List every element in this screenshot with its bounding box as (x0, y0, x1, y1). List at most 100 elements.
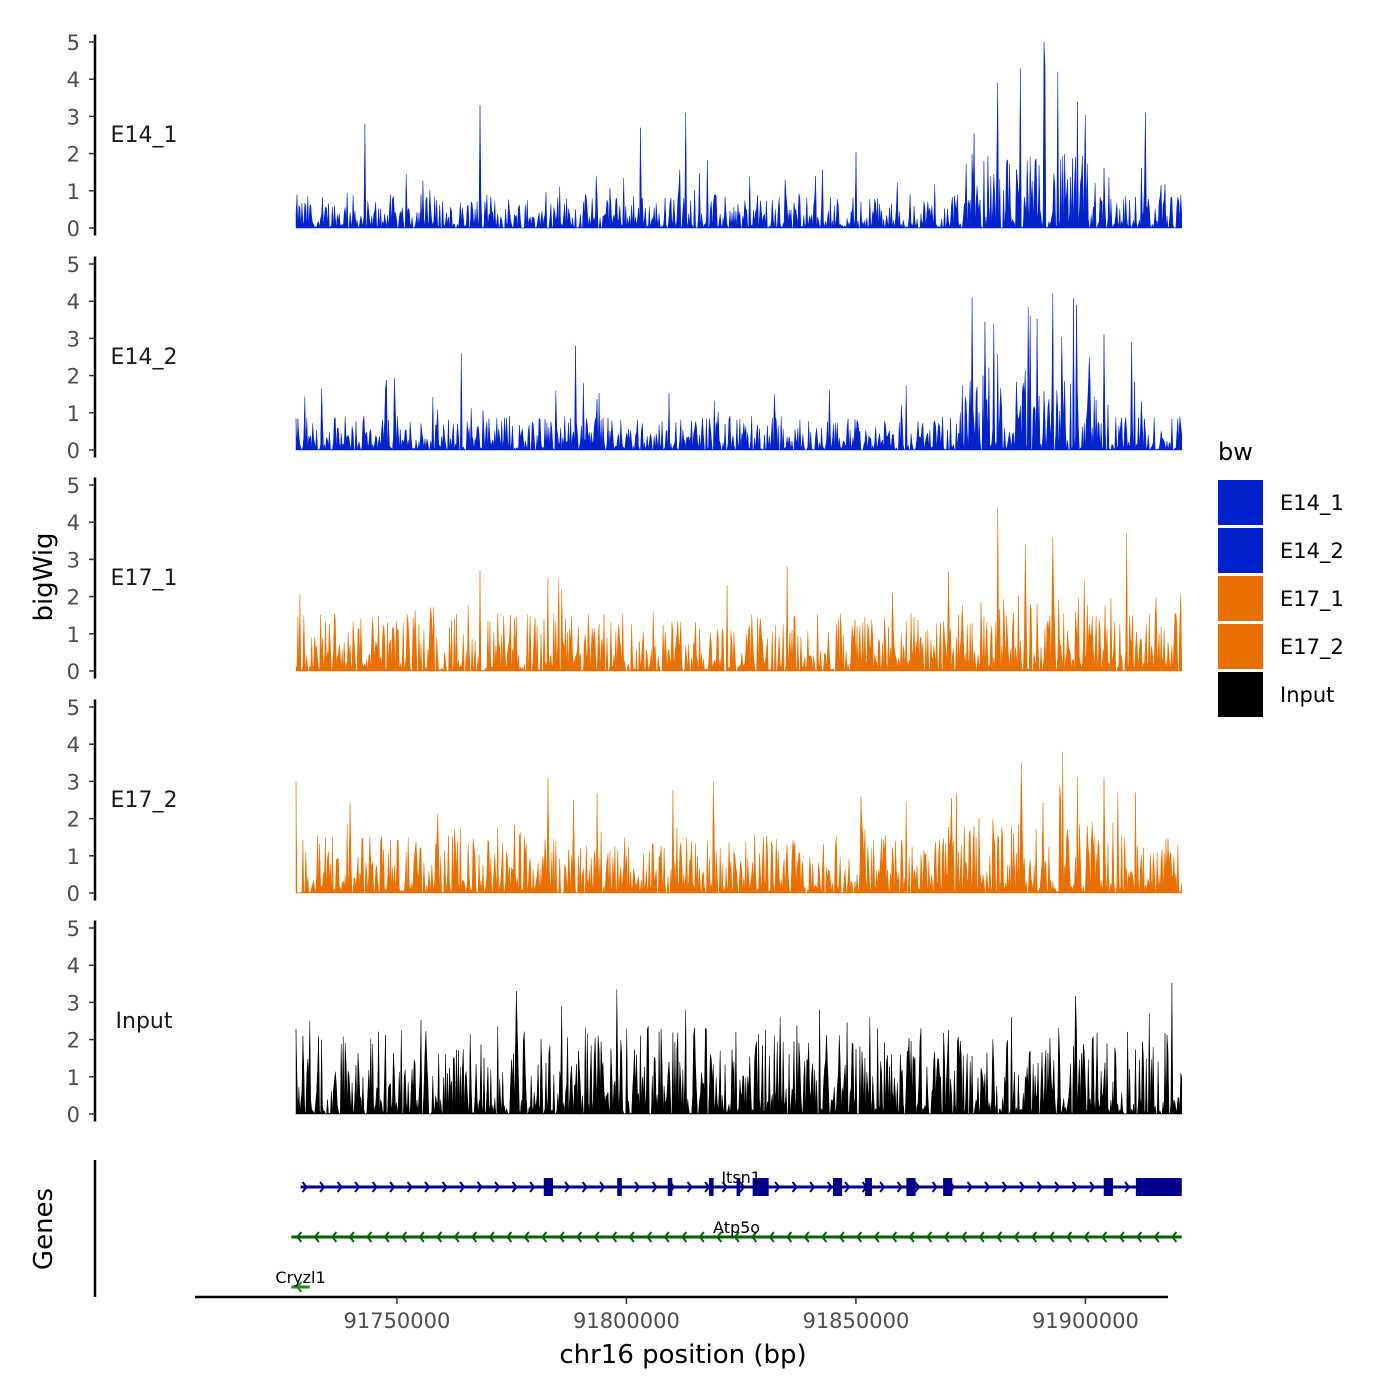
strand-arrow (978, 1231, 985, 1243)
strand-arrow (424, 1181, 431, 1193)
y-tick-label: 3 (67, 991, 80, 1015)
gene-Itsn1: Itsn1 (300, 1168, 1182, 1196)
strand-arrow (1001, 1181, 1008, 1193)
y-tick-label: 1 (67, 845, 80, 869)
strand-arrow (336, 1181, 343, 1193)
y-tick-label: 4 (67, 511, 80, 535)
y-tick-label: 1 (67, 1066, 80, 1090)
strand-arrow (301, 1181, 308, 1193)
strand-arrow (984, 1181, 991, 1193)
strand-arrow (821, 1231, 828, 1243)
strand-arrow (1036, 1181, 1043, 1193)
track-label: Input (116, 1009, 173, 1034)
strand-arrow (681, 1231, 688, 1243)
strand-arrow (716, 1231, 723, 1243)
y-axis-title: bigWig (29, 532, 59, 621)
legend-swatch (1218, 528, 1263, 573)
strand-arrow (1019, 1181, 1026, 1193)
gene-name: Atp5o (713, 1218, 760, 1237)
strand-arrow (721, 1181, 728, 1193)
strand-arrow (401, 1231, 408, 1243)
strand-arrow (296, 1231, 303, 1243)
track-label: E17_1 (111, 566, 178, 591)
strand-arrow (966, 1181, 973, 1193)
strand-arrow (996, 1231, 1003, 1243)
strand-arrow (441, 1181, 448, 1193)
exon (1103, 1178, 1113, 1196)
strand-arrow (506, 1231, 513, 1243)
exon (736, 1178, 741, 1196)
y-tick-label: 0 (67, 217, 80, 241)
y-tick-label: 3 (67, 548, 80, 572)
y-tick-label: 2 (67, 143, 80, 167)
strand-arrow (1071, 1181, 1078, 1193)
strand-arrow (1048, 1231, 1055, 1243)
y-tick-label: 3 (67, 327, 80, 351)
strand-arrow (331, 1231, 338, 1243)
strand-arrow (523, 1231, 530, 1243)
strand-arrow (1101, 1231, 1108, 1243)
strand-arrow (581, 1181, 588, 1193)
strand-arrow (961, 1231, 968, 1243)
exon (1135, 1178, 1143, 1196)
legend-swatch (1218, 672, 1263, 717)
gene-Cryzl1: Cryzl1 (275, 1268, 326, 1293)
exon (832, 1178, 843, 1196)
strand-arrow (891, 1231, 898, 1243)
strand-arrow (313, 1231, 320, 1243)
y-tick-label: 0 (67, 660, 80, 684)
legend: bw E14_1 E14_2 E17_1 E17_2 Input (1218, 438, 1344, 717)
y-tick-label: 1 (67, 402, 80, 426)
exon (543, 1178, 553, 1196)
strand-arrow (651, 1181, 658, 1193)
legend-swatch (1218, 480, 1263, 525)
strand-arrow (791, 1181, 798, 1193)
strand-arrow (914, 1181, 921, 1193)
y-tick-label: 5 (67, 253, 80, 277)
bigwig-tracks: 0 1 2 3 4 5 E14_1 0 1 2 3 4 5 E14_2 0 1 2 3 4 5 E17_1 0 1 2 3 4 5 E… (67, 31, 1183, 1127)
y-tick-label: 2 (67, 365, 80, 389)
strand-arrow (599, 1181, 606, 1193)
strand-arrow (459, 1181, 466, 1193)
strand-arrow (751, 1231, 758, 1243)
strand-arrow (1066, 1231, 1073, 1243)
strand-arrow (541, 1231, 548, 1243)
strand-arrow (1153, 1231, 1160, 1243)
y-tick-label: 0 (67, 882, 80, 906)
strand-arrow (511, 1181, 518, 1193)
strand-arrow (943, 1231, 950, 1243)
x-axis-title: chr16 position (bp) (559, 1340, 806, 1370)
y-tick-label: 0 (67, 1103, 80, 1127)
strand-arrow (488, 1231, 495, 1243)
exon (865, 1178, 872, 1196)
legend-label: Input (1280, 683, 1334, 707)
strand-arrow (366, 1231, 373, 1243)
exon (667, 1178, 673, 1196)
strand-arrow (471, 1231, 478, 1243)
strand-arrow (476, 1181, 483, 1193)
strand-arrow (529, 1181, 536, 1193)
legend-title: bw (1218, 438, 1253, 466)
strand-arrow (809, 1181, 816, 1193)
exon (1142, 1178, 1182, 1196)
exon (943, 1178, 953, 1196)
strand-arrow (436, 1231, 443, 1243)
strand-arrow (1089, 1181, 1096, 1193)
strand-arrow (838, 1231, 845, 1243)
strand-arrow (826, 1181, 833, 1193)
x-axis: 91750000 91800000 91850000 91900000 (195, 1295, 1168, 1333)
signal-area (295, 751, 1183, 894)
y-tick-label: 4 (67, 68, 80, 92)
track-label: E14_1 (111, 123, 178, 148)
strand-arrow (1054, 1181, 1061, 1193)
strand-arrow (389, 1181, 396, 1193)
strand-arrow (1118, 1231, 1125, 1243)
strand-arrow (646, 1231, 653, 1243)
strand-arrow (774, 1181, 781, 1193)
strand-arrow (803, 1231, 810, 1243)
strand-arrow (1136, 1231, 1143, 1243)
track-E17_1: 0 1 2 3 4 5 E17_1 (67, 474, 1183, 684)
y-tick-label: 4 (67, 954, 80, 978)
y-tick-label: 2 (67, 808, 80, 832)
gene-Atp5o: Atp5o (291, 1218, 1182, 1243)
